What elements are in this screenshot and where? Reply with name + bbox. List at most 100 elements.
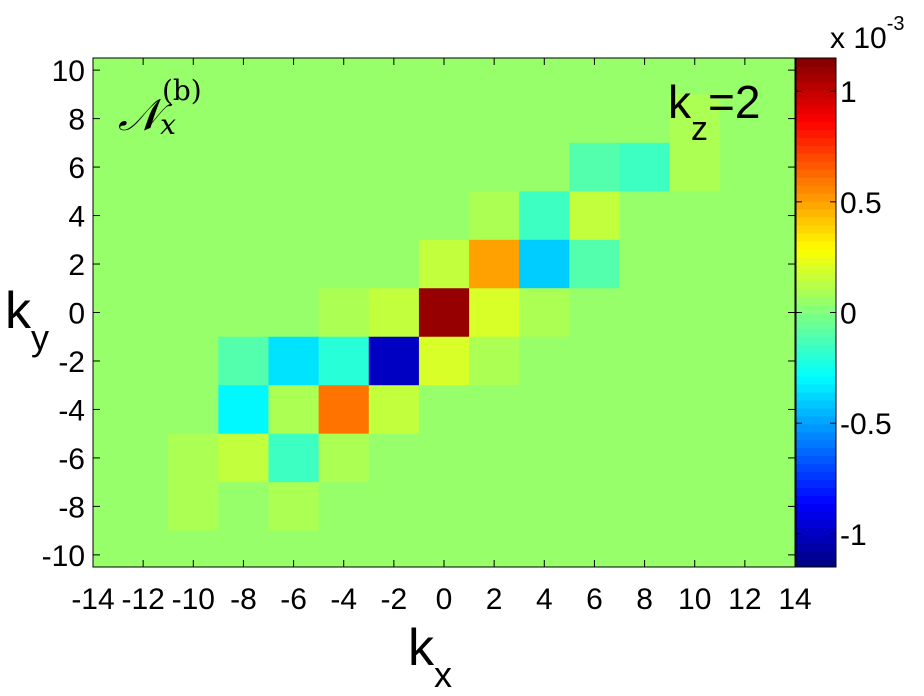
- heatmap-cell: [418, 239, 470, 289]
- colorbar-stripe: [796, 153, 836, 162]
- x-tick-label: -6: [280, 583, 307, 616]
- colorbar-stripe: [796, 304, 836, 313]
- heatmap-cell: [318, 191, 370, 241]
- x-tick-label: 2: [486, 583, 503, 616]
- colorbar-stripe: [796, 471, 836, 481]
- heatmap-cell: [719, 94, 771, 144]
- colorbar-label: x 10-3: [830, 13, 905, 55]
- heatmap-cell: [619, 142, 671, 192]
- heatmap-cell: [268, 530, 320, 567]
- colorbar-stripe: [796, 58, 836, 67]
- colorbar-stripe: [796, 368, 836, 377]
- heatmap-cell: [569, 336, 620, 386]
- colorbar-stripe: [796, 384, 836, 393]
- heatmap-cell: [519, 385, 570, 435]
- heatmap-cell: [168, 239, 219, 289]
- colorbar-stripe: [796, 209, 836, 218]
- heatmap-cell: [619, 288, 671, 338]
- colorbar-stripe: [796, 479, 836, 488]
- heatmap-cell: [719, 239, 771, 289]
- colorbar-stripe: [796, 439, 836, 449]
- colorbar-tick-label: -0.5: [840, 408, 892, 441]
- heatmap-cell: [318, 239, 370, 289]
- x-tick-label: -8: [230, 583, 257, 616]
- heatmap-cell: [118, 191, 169, 241]
- heatmap-cell: [569, 142, 620, 192]
- heatmap-cell: [418, 58, 470, 95]
- colorbar-stripe: [796, 336, 836, 345]
- x-label: kx: [408, 619, 452, 695]
- y-tick-label: -2: [58, 346, 85, 379]
- heatmap-cell: [118, 288, 169, 338]
- heatmap: [93, 58, 795, 567]
- colorbar-stripe: [796, 296, 836, 306]
- heatmap-cell: [168, 288, 219, 338]
- heatmap-cell: [318, 530, 370, 567]
- heatmap-cell: [118, 482, 169, 532]
- heatmap-cell: [118, 239, 169, 289]
- colorbar-stripe: [796, 312, 836, 321]
- heatmap-cell: [569, 191, 620, 241]
- heatmap-cell: [368, 385, 420, 435]
- colorbar-stripe: [796, 423, 836, 433]
- heatmap-cell: [218, 530, 269, 567]
- heatmap-cell: [318, 58, 370, 95]
- heatmap-cell: [93, 58, 119, 95]
- colorbar-stripe: [796, 105, 836, 115]
- colorbar-stripe: [796, 495, 836, 504]
- heatmap-cell: [619, 482, 671, 532]
- colorbar: [796, 58, 836, 568]
- x-tick-label: 0: [436, 583, 453, 616]
- colorbar-stripe: [796, 232, 836, 242]
- heatmap-cell: [268, 336, 320, 386]
- heatmap-cell: [569, 239, 620, 289]
- heatmap-cell: [118, 94, 169, 144]
- heatmap-cell: [719, 336, 771, 386]
- heatmap-cell: [469, 94, 520, 144]
- y-tick-label: -8: [58, 491, 85, 524]
- colorbar-stripe: [796, 399, 836, 409]
- annotation-base: k: [668, 76, 692, 128]
- colorbar-stripe: [796, 447, 836, 457]
- heatmap-cell: [218, 94, 269, 144]
- heatmap-cell: [669, 239, 721, 289]
- y-tick-label: -6: [58, 443, 85, 476]
- x-label-sub: x: [434, 654, 452, 695]
- heatmap-cell: [368, 482, 420, 532]
- colorbar-tick-label: -1: [840, 519, 867, 552]
- y-tick-label: 0: [68, 298, 85, 331]
- heatmap-cell: [619, 433, 671, 483]
- heatmap-cell: [418, 385, 470, 435]
- heatmap-cell: [168, 191, 219, 241]
- heatmap-cell: [118, 433, 169, 483]
- heatmap-cell: [669, 288, 721, 338]
- heatmap-cell: [318, 94, 370, 144]
- heatmap-cell: [168, 530, 219, 567]
- heatmap-cell: [368, 58, 420, 95]
- colorbar-stripe: [796, 392, 836, 401]
- heatmap-cell: [168, 94, 219, 144]
- heatmap-cell: [519, 336, 570, 386]
- colorbar-stripe: [796, 360, 836, 369]
- heatmap-cell: [519, 482, 570, 532]
- heatmap-cell: [218, 385, 269, 435]
- colorbar-stripe: [796, 328, 836, 337]
- colorbar-stripe: [796, 415, 836, 425]
- heatmap-cell: [719, 191, 771, 241]
- heatmap-cell: [569, 385, 620, 435]
- heatmap-cell: [469, 191, 520, 241]
- heatmap-cell: [769, 58, 795, 95]
- heatmap-cell: [218, 482, 269, 532]
- heatmap-cell: [418, 336, 470, 386]
- heatmap-cell: [418, 482, 470, 532]
- colorbar-stripe: [796, 193, 836, 202]
- x-tick-label: -4: [330, 583, 357, 616]
- colorbar-stripe: [796, 280, 836, 290]
- heatmap-cell: [619, 58, 671, 95]
- math-label: 𝒩x(b): [118, 74, 202, 141]
- math-label-sup: (b): [162, 74, 202, 107]
- x-label-base: k: [408, 619, 435, 677]
- heatmap-cell: [318, 336, 370, 386]
- heatmap-cell: [719, 385, 771, 435]
